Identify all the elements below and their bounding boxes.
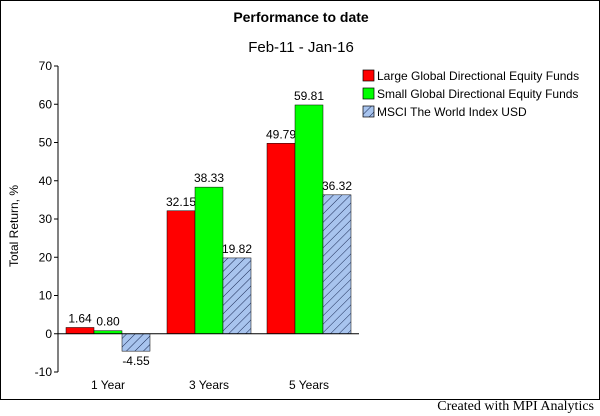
legend-swatch-large	[362, 69, 375, 82]
x-tick-label: 1 Year	[91, 378, 125, 392]
legend-label-large: Large Global Directional Equity Funds	[377, 69, 579, 83]
bar-large	[266, 143, 296, 334]
chart-title: Performance to date	[233, 9, 369, 25]
footer-credit: Created with MPI Analytics	[437, 399, 594, 414]
bar-msci	[222, 257, 252, 335]
bar-small	[294, 104, 324, 335]
legend-label-small: Small Global Directional Equity Funds	[377, 87, 578, 101]
y-tick-label: 40	[39, 174, 53, 188]
y-tick-label: 0	[45, 327, 52, 341]
data-label: 0.80	[96, 315, 120, 329]
data-label: 36.32	[322, 179, 352, 193]
chart-canvas: Performance to date Feb-11 - Jan-16 Tota…	[7, 9, 579, 392]
x-tick-label: 3 Years	[189, 378, 229, 392]
chart-frame: Performance to date Feb-11 - Jan-16 Tota…	[0, 0, 600, 400]
legend-swatch-msci	[362, 105, 375, 118]
legend-swatch-small	[362, 87, 375, 100]
bar-msci	[322, 194, 352, 334]
data-label: 59.81	[294, 89, 324, 103]
data-label: 32.15	[166, 195, 196, 209]
data-label: 38.33	[194, 171, 224, 185]
bar-small	[194, 186, 224, 334]
data-label: -4.55	[122, 354, 150, 368]
legend-label-msci: MSCI The World Index USD	[377, 105, 527, 119]
y-axis-label: Total Return, %	[7, 185, 21, 267]
bar-msci	[121, 333, 151, 352]
y-tick-label: 50	[39, 136, 53, 150]
data-label: 19.82	[222, 242, 252, 256]
chart-subtitle: Feb-11 - Jan-16	[248, 39, 354, 56]
bar-large	[166, 210, 196, 334]
plot-area: -10 0 10 20 30 40 50 60 70 1.64 32.15 49.79 0.80 38.3…	[35, 59, 359, 392]
data-label: 1.64	[68, 311, 92, 325]
legend: Large Global Directional Equity Funds Sma…	[362, 69, 579, 119]
y-tick-label: 60	[39, 97, 53, 111]
y-tick-label: 20	[39, 250, 53, 264]
y-tick-label: 10	[39, 289, 53, 303]
y-tick-label: 30	[39, 212, 53, 226]
bar-large	[65, 327, 95, 334]
x-tick-label: 5 Years	[289, 378, 329, 392]
data-label: 49.79	[266, 127, 296, 141]
y-tick-label: 70	[39, 59, 53, 73]
y-tick-label: -10	[35, 365, 53, 379]
